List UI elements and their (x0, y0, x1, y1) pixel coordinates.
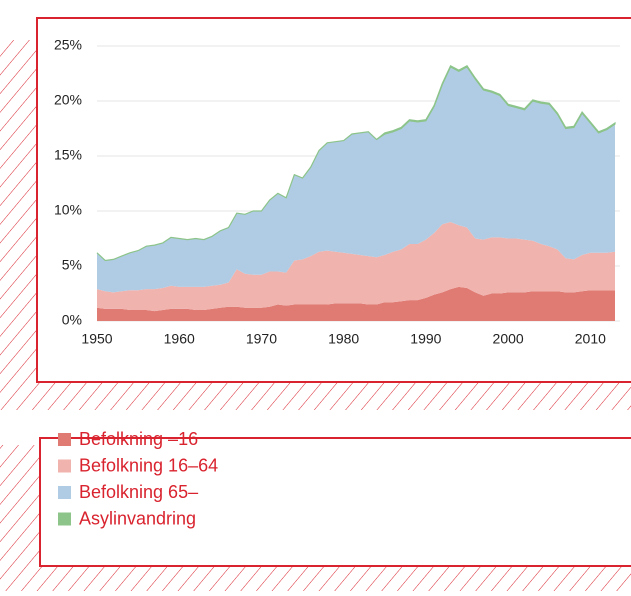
legend-frame (39, 437, 631, 567)
legend-label: Asylinvandring (79, 508, 196, 528)
legend-label: Befolkning 16–64 (79, 455, 218, 475)
area (96, 64, 616, 262)
x-tick-label: 1990 (410, 331, 441, 347)
y-tick-label: 5% (62, 257, 82, 273)
y-tick-label: 20% (54, 92, 82, 108)
legend-swatch (58, 433, 71, 446)
plot: 0% 5% 10% 15% 20% 25% 1950 1960 1970 1980 1990 2000… (54, 37, 620, 347)
x-tick-label: 1980 (328, 331, 359, 347)
y-tick-label: 15% (54, 147, 82, 163)
y-tick-label: 25% (54, 37, 82, 53)
y-tick-label: 10% (54, 202, 82, 218)
x-tick-label: 1960 (164, 331, 195, 347)
legend-swatch (58, 459, 71, 473)
area (97, 286, 615, 321)
y-tick-label: 0% (62, 312, 82, 328)
legend-label: Befolkning –16 (79, 429, 198, 449)
x-tick-label: 1950 (81, 331, 112, 347)
legend-label: Befolkning 65– (79, 482, 198, 502)
x-tick-label: 2010 (575, 331, 606, 347)
area (97, 222, 615, 312)
area (97, 66, 615, 293)
x-tick-label: 2000 (493, 331, 524, 347)
legend: Befolkning –16 Befolkning 16–64 Befolkning… (58, 429, 218, 528)
x-tick-label: 1970 (246, 331, 277, 347)
hatching (0, 40, 631, 591)
legend-swatch (58, 486, 71, 499)
legend-swatch (58, 512, 71, 526)
